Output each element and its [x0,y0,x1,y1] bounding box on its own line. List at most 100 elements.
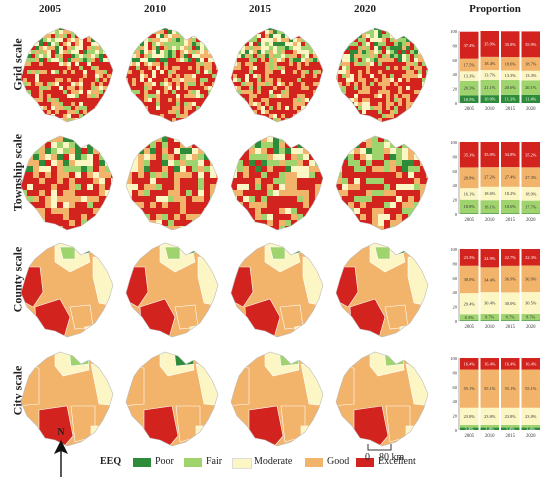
map-grid-2020 [330,22,434,126]
data-label: 16.4% [505,361,517,366]
data-label: 27.4% [505,175,517,180]
data-label: 23.8% [525,414,537,419]
x-tick-label: 2020 [526,325,536,330]
data-label: 27.3% [525,175,537,180]
x-tick-label: 2010 [485,107,495,112]
y-tick-label: 40 [453,399,458,404]
map-county-2020 [330,237,434,341]
legend-label-fair: Fair [206,456,223,467]
map-township-2010 [120,130,224,234]
data-label: 8.7% [526,315,535,320]
legend-swatch-good [305,458,323,467]
bar-segment-poor [460,213,479,214]
data-label: 8.3% [465,315,474,320]
bar-segment-poor [480,427,499,430]
map-county-2015 [225,237,329,341]
bar-segment-good [501,57,520,71]
data-label: 16.4% [525,361,537,366]
data-label: 55.1% [525,386,537,391]
bar-segment-excellent [460,358,479,370]
data-label: 13.3% [464,74,476,79]
data-label: 23.8% [505,414,517,419]
bar-segment-moderate [521,292,540,315]
bar-segment-poor [521,320,540,321]
data-label: 35.9% [525,42,537,47]
y-tick-label: 100 [450,140,458,145]
bar-segment-good [460,265,479,294]
bar-segment-moderate [501,407,520,425]
bar-segment-good [480,267,499,293]
data-label: 55.1% [484,386,496,391]
bar-segment-poor [521,94,540,103]
map-grid-2010 [120,22,224,126]
bar-segment-poor [521,213,540,214]
bar-segment-good [521,57,540,71]
y-tick-label: 0 [455,428,458,433]
data-label: 28.8% [464,175,476,180]
bar-segment-good [501,369,520,408]
x-tick-label: 2020 [526,107,536,112]
data-label: 18.9% [525,191,537,196]
bar-segment-excellent [501,142,520,168]
bar-segment-good [521,369,540,408]
data-label: 36.9% [525,276,537,281]
data-label: 23.8% [464,414,476,419]
map-city-2005 [15,346,119,450]
data-label: 10.5% [464,97,476,102]
bar-segment-fair [480,200,499,214]
bar-segment-excellent [501,358,520,370]
bar-segment-poor [460,320,479,321]
data-label: 20.6% [505,85,517,90]
y-tick-label: 80 [453,43,458,48]
data-label: 20.1% [525,85,537,90]
data-label: 13.7% [484,73,496,78]
bar-segment-fair [480,79,499,96]
bar-segment-moderate [501,292,520,315]
data-label: 35.0% [484,152,496,157]
data-label: 3.4% [485,426,494,431]
bar-segment-excellent [521,358,540,370]
bar-segment-moderate [480,292,499,315]
proportion-chart-grid: 0 20 40 60 80 100 10.5% 20.3% 13.3% 17.5% 37.4% 200… [450,29,540,112]
legend-swatch-fair [184,458,202,467]
header-2005: 2005 [39,3,61,15]
x-tick-label: 2015 [505,107,515,112]
header-2010: 2010 [144,3,166,15]
bar-segment-moderate [480,407,499,425]
data-label: 17.7% [525,205,537,210]
y-tick-label: 40 [453,72,458,77]
bar-segment-good [501,167,520,187]
y-tick-label: 80 [453,370,458,375]
x-tick-label: 2010 [485,218,495,223]
bar-segment-good [460,369,479,408]
data-label: 18.8% [464,204,476,209]
bar-segment-excellent [521,249,540,266]
data-label: 30.0% [505,301,517,306]
data-label: 3.4% [465,426,474,431]
x-tick-label: 2010 [485,325,495,330]
legend-label-poor: Poor [155,456,174,467]
bar-segment-fair [460,314,479,321]
bar-segment-excellent [460,31,479,59]
y-tick-label: 60 [453,276,458,281]
bar-segment-excellent [501,31,520,58]
data-label: 18.7% [525,62,537,67]
data-label: 16.1% [464,192,476,197]
data-label: 29.4% [464,301,476,306]
bar-segment-fair [501,80,520,95]
x-tick-label: 2020 [526,434,536,439]
map-county-2010 [120,237,224,341]
bar-segment-poor [521,427,540,430]
x-tick-label: 2015 [505,218,515,223]
y-tick-label: 100 [450,356,458,361]
data-label: 18.4% [484,61,496,66]
data-label: 18.6% [505,61,517,66]
y-tick-label: 0 [455,212,458,217]
bar-segment-moderate [460,293,479,315]
bar-segment-moderate [521,407,540,425]
bar-segment-poor [501,213,520,214]
y-tick-label: 20 [453,305,458,310]
scale-bar-line [367,444,392,451]
map-township-2005 [15,130,119,234]
bar-segment-moderate [501,70,520,81]
